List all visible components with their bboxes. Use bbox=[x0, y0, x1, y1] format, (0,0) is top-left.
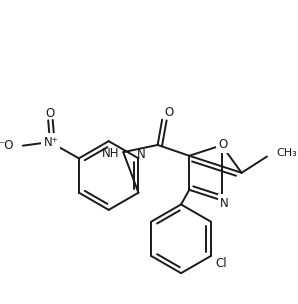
Text: O: O bbox=[45, 107, 55, 119]
Text: CH₃: CH₃ bbox=[276, 148, 297, 158]
Text: N: N bbox=[220, 196, 229, 209]
Text: N: N bbox=[137, 148, 145, 161]
Text: O: O bbox=[165, 106, 174, 119]
Text: N⁺: N⁺ bbox=[44, 136, 58, 149]
Text: ⁻O: ⁻O bbox=[0, 139, 14, 152]
Text: NH: NH bbox=[102, 147, 119, 160]
Text: Cl: Cl bbox=[215, 257, 227, 270]
Text: O: O bbox=[218, 138, 227, 151]
